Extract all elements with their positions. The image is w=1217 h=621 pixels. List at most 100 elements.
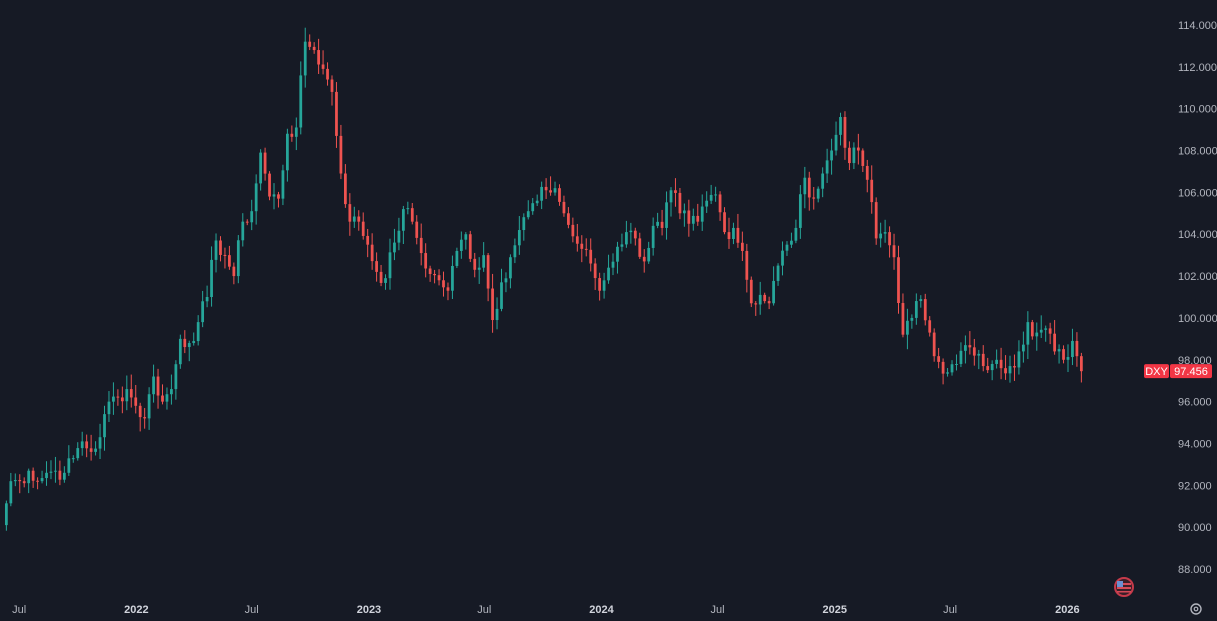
candle-body — [268, 173, 271, 197]
candle-body — [714, 194, 717, 196]
candle-body — [687, 210, 691, 224]
time-tick-label: Jul — [710, 604, 724, 616]
candle-body — [116, 396, 120, 398]
candle-body — [98, 437, 102, 449]
time-tick-label: Jul — [12, 604, 26, 616]
candle-body — [861, 150, 865, 166]
candle-body — [504, 278, 508, 283]
candle-body — [245, 221, 249, 223]
candle-body — [205, 297, 209, 302]
candle-body — [526, 211, 530, 218]
candle-body — [1008, 366, 1012, 374]
candle-body — [76, 448, 80, 459]
candle-body — [401, 209, 405, 231]
candle-body — [1071, 340, 1074, 358]
candle-body — [790, 240, 793, 245]
candle-body — [848, 147, 851, 164]
candle-body — [419, 237, 423, 254]
candle-body — [464, 234, 468, 240]
candle-body — [1044, 328, 1048, 330]
candle-body — [277, 194, 280, 199]
candle-body — [535, 200, 539, 204]
candle-body — [250, 211, 254, 223]
candle-body — [1075, 340, 1079, 357]
candle-body — [214, 240, 218, 260]
candle-body — [540, 186, 544, 201]
candle-body — [781, 250, 784, 266]
candle-body — [375, 261, 378, 272]
candle-body — [700, 206, 704, 222]
time-tick-label: 2025 — [823, 604, 847, 616]
candle-body — [620, 244, 624, 247]
candle-body — [455, 250, 459, 266]
candle-body — [165, 394, 169, 402]
price-tick-label: 102.000 — [1178, 271, 1217, 283]
candle-body — [486, 255, 490, 289]
candle-body — [549, 190, 552, 193]
gear-icon[interactable] — [1190, 603, 1202, 615]
candle-body — [946, 372, 949, 374]
candle-body — [62, 472, 66, 480]
candle-body — [593, 263, 597, 279]
price-axis[interactable]: 114.000 112.000 110.000 108.000 106.000 104.0… — [1178, 20, 1217, 576]
candle-body — [879, 233, 883, 239]
candle-body — [312, 46, 316, 51]
candle-body — [919, 299, 923, 302]
candle-body — [901, 303, 905, 335]
symbol-label-bg — [1144, 364, 1169, 379]
candle-body — [580, 243, 584, 249]
candle-body — [897, 257, 900, 304]
candle-body — [4, 503, 8, 526]
candle-body — [522, 217, 526, 231]
candle-body — [156, 376, 160, 396]
candle-body — [477, 267, 481, 270]
candle-body — [754, 303, 758, 305]
candle-body — [816, 188, 820, 199]
candle-body — [1048, 328, 1052, 334]
candle-body — [928, 320, 932, 333]
candle-body — [955, 363, 958, 365]
candle-body — [642, 256, 646, 262]
candle-body — [611, 261, 615, 268]
candle-body — [357, 216, 361, 222]
candle-body — [321, 64, 325, 69]
price-tick-label: 104.000 — [1178, 229, 1217, 241]
candle-body — [259, 152, 263, 184]
candle-body — [89, 448, 93, 452]
candle-body — [330, 79, 334, 92]
candle-body — [335, 91, 338, 136]
candle-body — [571, 224, 575, 237]
us-flag-icon[interactable] — [1114, 577, 1134, 597]
candle-body — [424, 253, 428, 269]
candle-body — [749, 279, 753, 304]
candle-body — [830, 150, 833, 161]
candle-body — [370, 244, 374, 262]
candle-body — [598, 278, 602, 291]
candle-body — [776, 265, 780, 281]
candle-body — [1004, 368, 1007, 374]
candle-body — [343, 173, 347, 205]
candle-body — [865, 165, 869, 180]
price-tick-label: 94.000 — [1178, 439, 1212, 451]
candle-body — [303, 41, 307, 76]
candle-body — [397, 230, 401, 243]
time-axis[interactable]: Jul 2022 Jul 2023 Jul 2024 Jul 2025 Jul 2026 — [12, 604, 1080, 616]
candle-body — [651, 225, 655, 248]
candle-body — [9, 481, 13, 504]
candle-body — [763, 294, 767, 302]
candle-body — [22, 481, 26, 484]
candle-body — [772, 280, 775, 304]
candle-body — [732, 227, 735, 239]
candle-body — [384, 278, 387, 283]
candle-body — [1053, 333, 1056, 352]
price-tick-label: 106.000 — [1178, 187, 1217, 199]
candle-body — [825, 160, 829, 174]
candle-body — [27, 470, 31, 484]
candle-body — [785, 244, 789, 251]
candle-body — [602, 280, 606, 291]
candle-body — [959, 350, 963, 364]
candle-body — [723, 212, 726, 233]
candle-body — [794, 227, 798, 241]
candle-body — [58, 470, 62, 480]
